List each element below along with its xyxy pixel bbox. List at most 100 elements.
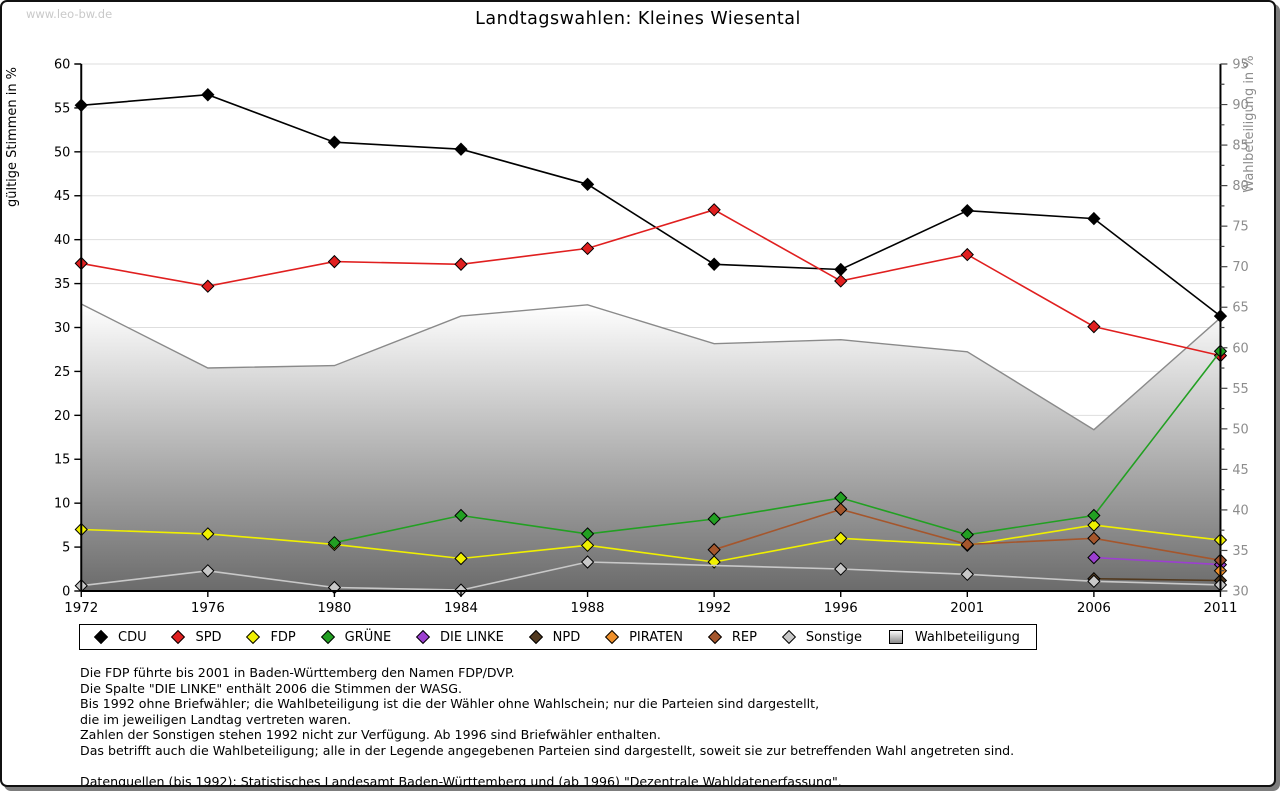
right-tick-label: 50 [1232,422,1248,437]
right-tick-label: 90 [1232,98,1248,113]
marker-spd [707,203,721,217]
marker-spd [454,257,468,271]
marker-fdp [1087,518,1101,532]
marker-spd [327,254,342,269]
x-tick-label: 1984 [444,601,478,616]
left-tick-label: 20 [54,409,70,424]
election-line-chart: 0 5 10 15 20 25 30 35 40 45 50 55 60 30 35 40 45 50 55 60 65… [5,55,1257,616]
left-tick-label: 0 [62,584,70,599]
x-tick-label: 1992 [697,601,731,616]
x-tick-label: 1988 [571,601,605,616]
left-tick-label: 50 [54,145,70,160]
marker-rep [960,537,974,552]
left-tick-label: 35 [54,277,70,292]
left-tick-label: 10 [54,497,70,512]
marker-grüne [1087,508,1101,523]
right-tick-label: 70 [1232,260,1248,275]
legend-item-grüne: GRÜNE [320,629,392,645]
legend-item-fdp: FDP [246,629,296,645]
marker-spd [834,274,848,288]
x-tick-label: 1980 [317,601,351,616]
x-tick-label: 1972 [64,601,98,616]
legend-label: CDU [118,629,147,645]
legend-diamond-icon [246,629,261,645]
legend-item-cdu: CDU [93,629,147,645]
marker-grüne [454,508,468,523]
series-line-die-linke [1093,556,1221,566]
marker-rep [707,543,721,557]
marker-spd [960,247,974,262]
x-tick-label: 2011 [1203,601,1237,616]
legend-item-npd: NPD [528,629,581,645]
footnote-line: Die FDP führte bis 2001 in Baden-Württem… [80,665,515,680]
legend-label: FDP [270,629,296,645]
right-tick-label: 95 [1232,57,1248,72]
legend-item-rep: REP [707,630,757,645]
marker-spd [580,241,595,256]
x-tick-label: 1996 [824,601,858,616]
marker-rep [1087,531,1101,546]
series-line-grüne [334,350,1222,544]
marker-cdu [201,88,215,102]
right-tick-label: 65 [1232,301,1248,316]
footnote-line: Datenquellen (bis 1992): Statistisches L… [80,774,842,787]
legend-item-die-linke: DIE LINKE [415,629,504,645]
right-tick-label: 60 [1232,341,1248,356]
legend-label: NPD [552,629,581,645]
marker-sonstige [834,562,848,576]
legend-diamond-icon [415,629,431,645]
turnout-area-edge [80,303,1221,431]
legend-item-spd: SPD [171,629,222,645]
chart-title: Landtagswahlen: Kleines Wiesental [475,9,801,29]
left-tick-label: 15 [54,453,70,468]
series-line-fdp [81,524,1221,563]
right-tick-label: 75 [1232,220,1248,235]
marker-grüne [580,527,595,541]
legend-diamond-icon [528,629,543,645]
left-axis-title: gültige Stimmen in % [5,67,20,207]
right-tick-label: 30 [1232,584,1248,599]
x-tick-label: 2001 [950,601,984,616]
marker-cdu [707,257,721,271]
right-tick-label: 85 [1232,139,1248,154]
legend-label: Wahlbeteiligung [914,629,1020,645]
marker-spd [201,279,215,293]
legend-diamond-icon [605,629,620,645]
marker-rep [834,502,848,517]
marker-sonstige [580,555,595,569]
legend-diamond-icon [320,629,335,645]
x-tick-label: 2006 [1077,601,1111,616]
left-tick-label: 40 [54,233,70,248]
marker-grüne [327,535,342,550]
marker-sonstige [1087,574,1101,589]
right-tick-label: 55 [1232,382,1248,397]
legend-label: SPD [195,629,222,645]
right-tick-label: 40 [1232,503,1248,518]
legend-item-sonstige: Sonstige [781,629,863,645]
series-line-npd [1093,577,1221,582]
marker-spd [1087,319,1101,334]
right-tick-label: 45 [1232,463,1248,478]
footnote-line: Die Spalte "DIE LINKE" enthält 2006 die … [80,680,463,696]
left-tick-label: 5 [62,541,70,556]
legend-item-wahlbeteiligung: Wahlbeteiligung [888,629,1020,645]
marker-sonstige [201,564,215,578]
legend-label: Sonstige [805,629,863,645]
legend-label: GRÜNE [344,629,392,645]
right-tick-label: 35 [1232,544,1248,559]
marker-fdp [834,531,848,546]
left-tick-label: 25 [54,365,70,380]
marker-cdu [327,135,342,149]
x-tick-label: 1976 [191,601,225,616]
series-line-cdu [81,93,1221,317]
right-axis-title: Wahlbeteiligung in % [1242,55,1257,192]
legend-item-piraten: PIRATEN [605,629,683,645]
footnote-line: Zahlen der Sonstigen stehen 1992 nicht z… [80,727,661,743]
marker-cdu [454,142,468,156]
left-tick-label: 60 [54,57,70,72]
legend-label: DIE LINKE [440,629,504,645]
marker-fdp [454,551,468,566]
marker-cdu [960,203,974,218]
marker-sonstige [960,567,974,582]
footnote-line: Bis 1992 ohne Briefwähler; die Wahlbetei… [80,696,820,712]
